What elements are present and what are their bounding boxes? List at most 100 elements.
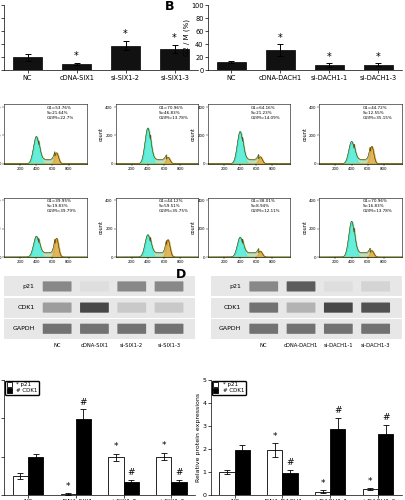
- Y-axis label: count: count: [302, 220, 307, 234]
- Text: CDK1: CDK1: [224, 305, 241, 310]
- Bar: [160, 49, 189, 70]
- Y-axis label: count: count: [99, 220, 104, 234]
- Text: si-DACH1-3: si-DACH1-3: [360, 342, 390, 347]
- Bar: [266, 450, 282, 495]
- Text: G1=53.76%
S=21.64%
G2/M=22.7%: G1=53.76% S=21.64% G2/M=22.7%: [47, 106, 74, 120]
- Bar: [62, 64, 91, 70]
- Text: si-DACH1-1: si-DACH1-1: [323, 342, 352, 347]
- Text: #: #: [79, 398, 87, 407]
- Text: G1=44.12%
S=59.51%
G2/M=35.75%: G1=44.12% S=59.51% G2/M=35.75%: [158, 200, 188, 213]
- Bar: [171, 482, 186, 495]
- Text: G1=38.01%
S=8.94%
G2/M=12.11%: G1=38.01% S=8.94% G2/M=12.11%: [250, 200, 279, 213]
- Bar: [76, 419, 91, 495]
- Bar: [216, 62, 245, 70]
- Bar: [219, 472, 234, 495]
- Text: CDK1: CDK1: [17, 305, 34, 310]
- FancyBboxPatch shape: [43, 282, 71, 292]
- FancyBboxPatch shape: [323, 324, 352, 334]
- Y-axis label: count: count: [99, 127, 104, 141]
- Text: #: #: [333, 406, 341, 416]
- Text: *: *: [320, 479, 324, 488]
- Text: si-SIX1-3: si-SIX1-3: [157, 342, 180, 347]
- Bar: [314, 492, 329, 495]
- FancyBboxPatch shape: [249, 282, 277, 292]
- Text: *: *: [272, 432, 276, 441]
- FancyBboxPatch shape: [286, 302, 315, 312]
- Bar: [111, 46, 140, 70]
- FancyBboxPatch shape: [286, 324, 315, 334]
- Text: *: *: [367, 477, 372, 486]
- Text: *: *: [326, 52, 331, 62]
- FancyBboxPatch shape: [154, 324, 183, 334]
- FancyBboxPatch shape: [117, 324, 146, 334]
- Text: cDNA-DACH1: cDNA-DACH1: [283, 342, 318, 347]
- FancyBboxPatch shape: [360, 282, 389, 292]
- Bar: [282, 473, 297, 495]
- Text: #: #: [175, 468, 182, 477]
- Bar: [362, 489, 377, 495]
- Bar: [265, 50, 294, 70]
- Y-axis label: count: count: [191, 220, 196, 234]
- FancyBboxPatch shape: [360, 302, 389, 312]
- FancyBboxPatch shape: [323, 302, 352, 312]
- FancyBboxPatch shape: [80, 282, 109, 292]
- Text: p21: p21: [229, 284, 241, 289]
- Text: G1=44.72%
S=12.55%
G2/M=35.15%: G1=44.72% S=12.55% G2/M=35.15%: [361, 106, 391, 120]
- FancyBboxPatch shape: [154, 302, 183, 312]
- Bar: [4, 298, 195, 318]
- FancyBboxPatch shape: [117, 282, 146, 292]
- Bar: [210, 276, 401, 296]
- FancyBboxPatch shape: [117, 302, 146, 312]
- Bar: [123, 482, 139, 495]
- Text: *: *: [66, 482, 70, 491]
- Text: #: #: [381, 414, 388, 422]
- FancyBboxPatch shape: [154, 282, 183, 292]
- Text: *: *: [113, 442, 118, 452]
- Text: GAPDH: GAPDH: [218, 326, 241, 332]
- Bar: [234, 450, 249, 495]
- Text: *: *: [74, 51, 79, 61]
- Legend: * p21, # CDK1: * p21, # CDK1: [5, 380, 39, 395]
- FancyBboxPatch shape: [323, 282, 352, 292]
- FancyBboxPatch shape: [80, 324, 109, 334]
- Text: GAPDH: GAPDH: [12, 326, 34, 332]
- Text: G1=64.16%
S=21.23%
G2/M=14.09%: G1=64.16% S=21.23% G2/M=14.09%: [250, 106, 280, 120]
- Text: *: *: [277, 32, 282, 42]
- Text: G1=70.96%
S=46.83%
G2/M=13.78%: G1=70.96% S=46.83% G2/M=13.78%: [158, 106, 188, 120]
- Text: si-SIX1-2: si-SIX1-2: [120, 342, 143, 347]
- Text: p21: p21: [23, 284, 34, 289]
- Text: NC: NC: [53, 342, 61, 347]
- Text: *: *: [172, 34, 177, 43]
- Bar: [377, 434, 392, 495]
- Text: cDNA-SIX1: cDNA-SIX1: [80, 342, 108, 347]
- Bar: [156, 456, 171, 495]
- Bar: [314, 65, 343, 70]
- FancyBboxPatch shape: [80, 302, 109, 312]
- Bar: [363, 64, 392, 70]
- FancyBboxPatch shape: [43, 324, 71, 334]
- Text: G1=39.95%
S=19.83%
G2/M=39.79%: G1=39.95% S=19.83% G2/M=39.79%: [47, 200, 77, 213]
- Bar: [329, 429, 345, 495]
- Text: B: B: [165, 0, 174, 13]
- FancyBboxPatch shape: [249, 324, 277, 334]
- FancyBboxPatch shape: [360, 324, 389, 334]
- Bar: [210, 298, 401, 318]
- Bar: [60, 494, 76, 495]
- Bar: [4, 276, 195, 296]
- Text: #: #: [127, 468, 134, 477]
- Bar: [4, 319, 195, 338]
- Bar: [210, 319, 401, 338]
- Text: *: *: [123, 30, 128, 40]
- Text: NC: NC: [259, 342, 267, 347]
- Text: G1=70.96%
S=16.83%
G2/M=13.78%: G1=70.96% S=16.83% G2/M=13.78%: [361, 200, 391, 213]
- Bar: [13, 58, 42, 70]
- Text: #: #: [286, 458, 293, 468]
- Y-axis label: Relative protein expressions: Relative protein expressions: [196, 392, 200, 482]
- Y-axis label: count: count: [191, 127, 196, 141]
- Bar: [108, 458, 123, 495]
- Bar: [13, 476, 28, 495]
- Y-axis label: count: count: [302, 127, 307, 141]
- Text: *: *: [161, 442, 166, 450]
- Bar: [28, 458, 43, 495]
- Legend: * p21, # CDK1: * p21, # CDK1: [211, 380, 245, 395]
